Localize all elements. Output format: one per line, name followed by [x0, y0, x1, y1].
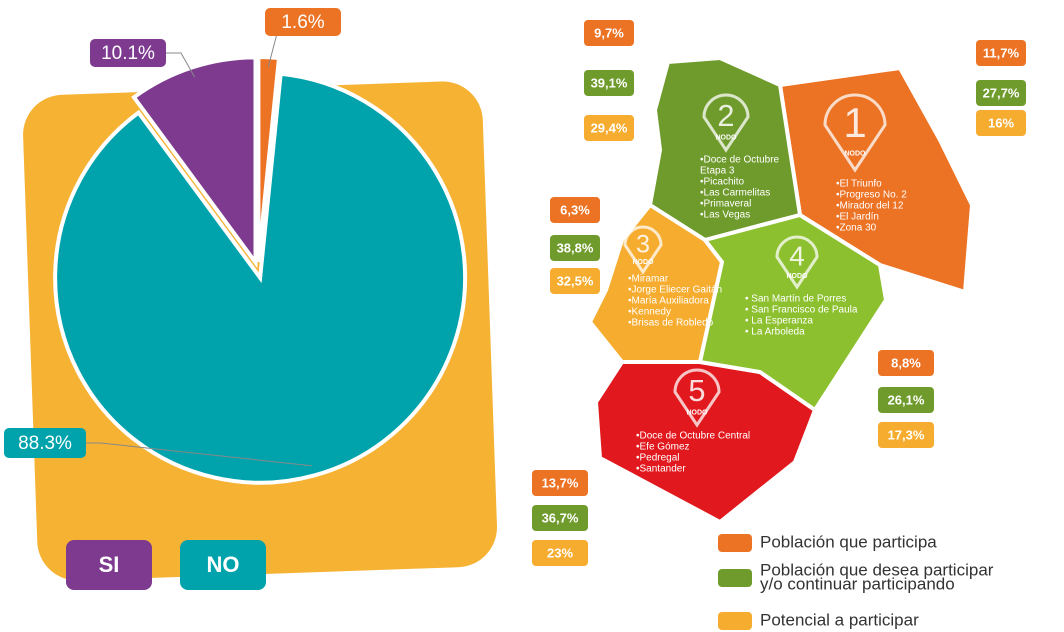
legend-text: Población que participa: [760, 532, 937, 551]
node-pin: [673, 368, 721, 428]
stat-box: [976, 40, 1026, 66]
node-pin: [823, 93, 887, 173]
data-label: 1.6%: [281, 12, 324, 33]
stat-box: [878, 350, 934, 376]
stat-value: 29,4%: [591, 120, 628, 135]
node-number: 1: [843, 99, 866, 146]
stat-box: [532, 540, 588, 566]
legend-swatch: [718, 612, 752, 630]
pie-slice: [256, 55, 282, 263]
legend-button: [180, 540, 266, 590]
data-label: 88.3%: [18, 433, 72, 454]
stat-box: [584, 115, 634, 141]
place-name: •Zona 30: [836, 223, 877, 234]
place-name: •Mirador del 12: [836, 201, 904, 212]
node-label: NODO: [845, 150, 867, 157]
node-number: 4: [789, 240, 805, 271]
stat-value: 23%: [547, 545, 573, 560]
map-region: [697, 212, 889, 413]
stat-value: 8,8%: [891, 355, 921, 370]
place-name: •Pedregal: [636, 453, 680, 464]
stat-value: 16%: [988, 115, 1014, 130]
legend-label: NO: [207, 552, 240, 577]
label-box: [90, 39, 166, 67]
place-name: •Santander: [636, 464, 686, 475]
legend-swatch: [718, 569, 752, 587]
legend-text: y/o continuar participando: [760, 574, 955, 593]
pie-slice: [131, 55, 258, 269]
legend-label: SI: [99, 552, 120, 577]
stat-value: 27,7%: [983, 85, 1020, 100]
stat-value: 38,8%: [557, 240, 594, 255]
node-pin: [702, 93, 750, 153]
place-name: •Doce de Octubre Central: [636, 431, 750, 442]
place-name: •Doce de Octubre: [700, 155, 780, 166]
legend-text: Población que desea participar: [760, 560, 994, 579]
stat-value: 39,1%: [591, 75, 628, 90]
stat-value: 13,7%: [542, 475, 579, 490]
place-name: •Picachito: [700, 177, 745, 188]
node-number: 3: [636, 231, 650, 259]
leader-line: [166, 52, 196, 78]
place-name: Etapa 3: [700, 166, 735, 177]
node-label: NODO: [716, 135, 738, 142]
place-name: • San Francisco de Paula: [745, 305, 858, 316]
legend-swatch: [718, 534, 752, 552]
stat-box: [878, 387, 934, 413]
place-name: •Las Vegas: [700, 210, 750, 221]
label-box: [265, 8, 341, 36]
stat-box: [878, 422, 934, 448]
legend-button: [66, 540, 152, 590]
place-name: •El Jardín: [836, 212, 879, 223]
stat-value: 26,1%: [888, 392, 925, 407]
stat-box: [584, 70, 634, 96]
node-label: NODO: [787, 273, 809, 280]
stat-box: [532, 505, 588, 531]
node-number: 2: [717, 98, 734, 133]
stat-box: [976, 80, 1026, 106]
node-number: 5: [688, 373, 705, 408]
leader-line: [86, 442, 312, 467]
place-name: •Kennedy: [628, 307, 671, 318]
place-name: •Jorge Eliecer Gaitán: [628, 285, 722, 296]
stat-value: 32,5%: [557, 273, 594, 288]
node-label: NODO: [687, 410, 709, 417]
stat-box: [584, 20, 634, 46]
node-label: NODO: [633, 259, 655, 266]
node-pin: [775, 235, 819, 290]
stat-value: 11,7%: [983, 45, 1020, 60]
place-name: • La Arboleda: [745, 327, 805, 338]
place-name: •Brisas de Robledo: [628, 318, 714, 329]
stat-box: [550, 197, 600, 223]
place-name: •Primaveral: [700, 199, 751, 210]
node-pin: [623, 225, 663, 275]
place-name: •Efe Gómez: [636, 442, 690, 453]
data-label: 10.1%: [101, 43, 155, 64]
stat-value: 6,3%: [560, 202, 590, 217]
place-name: •Progreso No. 2: [836, 190, 907, 201]
place-name: •Miramar: [628, 274, 669, 285]
stat-value: 36,7%: [542, 510, 579, 525]
stat-box: [550, 235, 600, 261]
stat-value: 9,7%: [594, 25, 624, 40]
stat-value: 17,3%: [888, 427, 925, 442]
place-name: • San Martín de Porres: [745, 294, 846, 305]
stat-box: [550, 268, 600, 294]
label-box: [4, 428, 86, 458]
place-name: •Las Carmelitas: [700, 188, 770, 199]
place-name: •El Triunfo: [836, 179, 882, 190]
stat-box: [976, 110, 1026, 136]
pie-slice: [53, 71, 468, 485]
legend-text: Potencial a participar: [760, 610, 919, 629]
stat-box: [532, 470, 588, 496]
place-name: • La Esperanza: [745, 316, 813, 327]
place-name: •María Auxiliadora: [628, 296, 709, 307]
